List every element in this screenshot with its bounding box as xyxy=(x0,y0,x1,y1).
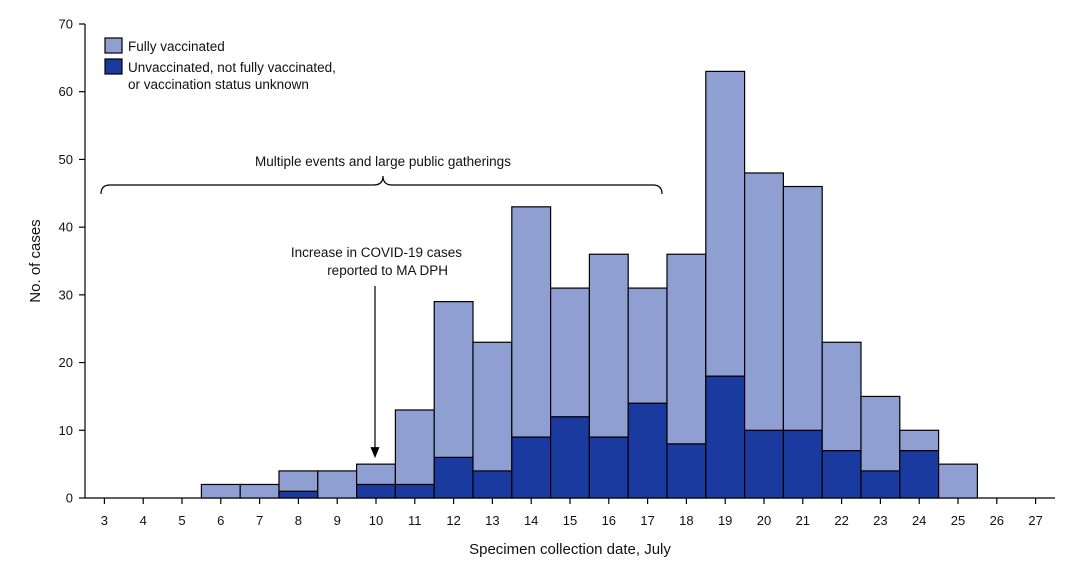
bar-segment-fully-vaccinated xyxy=(394,409,435,486)
bar-segment-unvaccinated xyxy=(549,416,590,499)
x-tick-label: 4 xyxy=(140,513,147,528)
bar-segment-unvaccinated xyxy=(821,450,862,499)
bar-segment-fully-vaccinated xyxy=(627,287,668,404)
x-tick-label: 15 xyxy=(563,513,577,528)
bar-segment-unvaccinated xyxy=(511,436,552,499)
x-tick-label: 22 xyxy=(834,513,848,528)
bar-segment-fully-vaccinated xyxy=(705,70,746,377)
legend-label-unvaccinated-line1: Unvaccinated, not fully vaccinated, xyxy=(128,60,336,75)
bar-segment-fully-vaccinated xyxy=(899,429,940,452)
x-tick-label: 5 xyxy=(178,513,185,528)
y-axis-ticks: 0 10 20 30 40 50 60 70 xyxy=(59,17,85,506)
bar-segment-unvaccinated xyxy=(860,470,901,499)
bar-segment-unvaccinated xyxy=(472,470,513,499)
bar-segment-fully-vaccinated xyxy=(666,253,707,445)
y-tick-label: 60 xyxy=(59,84,73,99)
x-tick-label: 26 xyxy=(990,513,1004,528)
x-tick-label: 7 xyxy=(256,513,263,528)
legend-label-unvaccinated-line2: or vaccination status unknown xyxy=(128,77,309,92)
x-tick-label: 19 xyxy=(718,513,732,528)
x-tick-label: 21 xyxy=(796,513,810,528)
arrow-annotation-line2: reported to MA DPH xyxy=(327,263,448,278)
bar-segment-unvaccinated xyxy=(588,436,629,499)
bar-segment-fully-vaccinated xyxy=(821,341,862,452)
bar-segment-fully-vaccinated xyxy=(743,172,784,431)
events-bracket xyxy=(100,175,663,195)
bar-segment-unvaccinated xyxy=(433,456,474,499)
bar-segment-fully-vaccinated xyxy=(433,301,474,458)
arrow-annotation-line1: Increase in COVID-19 cases xyxy=(291,245,462,260)
x-tick-label: 12 xyxy=(446,513,460,528)
bar-segment-fully-vaccinated xyxy=(356,463,397,486)
x-tick-label: 18 xyxy=(679,513,693,528)
bar-segment-fully-vaccinated xyxy=(549,287,590,418)
x-tick-label: 13 xyxy=(485,513,499,528)
x-axis-ticks: 3 4 5 6 7 8 9 10 11 12 13 14 15 16 17 18 19 20 21 22 23 24 25 2… xyxy=(101,498,1043,528)
bar-segment-unvaccinated xyxy=(394,483,435,499)
bar-segment-fully-vaccinated xyxy=(860,395,901,472)
bar-segment-unvaccinated xyxy=(356,483,397,499)
x-tick-label: 20 xyxy=(757,513,771,528)
bar-segment-unvaccinated xyxy=(666,443,707,499)
bar-segment-fully-vaccinated xyxy=(472,341,513,472)
y-axis-title: No. of cases xyxy=(27,219,44,302)
bar-segment-unvaccinated xyxy=(899,450,940,499)
bar-segment-fully-vaccinated xyxy=(278,470,319,492)
x-tick-label: 25 xyxy=(951,513,965,528)
x-tick-label: 23 xyxy=(873,513,887,528)
bars-group xyxy=(200,70,978,499)
x-tick-label: 24 xyxy=(912,513,926,528)
arrow-head-icon xyxy=(370,447,380,459)
x-tick-label: 14 xyxy=(524,513,538,528)
legend-swatch-fully-vaccinated xyxy=(104,37,123,54)
y-tick-label: 0 xyxy=(66,491,73,506)
x-tick-label: 8 xyxy=(295,513,302,528)
y-tick-label: 50 xyxy=(59,152,73,167)
x-axis-title: Specimen collection date, July xyxy=(469,541,671,558)
bar-segment-fully-vaccinated xyxy=(239,483,280,499)
bar-segment-unvaccinated xyxy=(782,429,823,499)
events-bracket-label: Multiple events and large public gatheri… xyxy=(255,154,511,169)
bar-segment-unvaccinated xyxy=(705,375,746,499)
x-tick-label: 6 xyxy=(217,513,224,528)
x-tick-label: 3 xyxy=(101,513,108,528)
x-tick-label: 17 xyxy=(640,513,654,528)
legend: Fully vaccinated Unvaccinated, not fully… xyxy=(104,37,336,92)
y-tick-label: 10 xyxy=(59,423,73,438)
y-tick-label: 70 xyxy=(59,17,73,32)
bar-segment-fully-vaccinated xyxy=(317,470,358,499)
bar-segment-unvaccinated xyxy=(627,402,668,499)
y-tick-label: 30 xyxy=(59,287,73,302)
x-tick-label: 11 xyxy=(408,513,422,528)
bar-segment-fully-vaccinated xyxy=(937,463,978,499)
bar-segment-fully-vaccinated xyxy=(782,185,823,431)
x-tick-label: 27 xyxy=(1028,513,1042,528)
x-tick-label: 16 xyxy=(602,513,616,528)
legend-label-fully-vaccinated: Fully vaccinated xyxy=(128,39,225,54)
y-tick-label: 40 xyxy=(59,220,73,235)
bar-segment-unvaccinated xyxy=(278,490,319,499)
x-tick-label: 9 xyxy=(334,513,341,528)
bar-segment-fully-vaccinated xyxy=(200,483,241,499)
bar-segment-fully-vaccinated xyxy=(588,253,629,438)
bar-segment-unvaccinated xyxy=(743,429,784,499)
x-tick-label: 10 xyxy=(369,513,383,528)
legend-swatch-unvaccinated xyxy=(104,58,123,75)
bar-segment-fully-vaccinated xyxy=(511,206,552,438)
y-tick-label: 20 xyxy=(59,355,73,370)
